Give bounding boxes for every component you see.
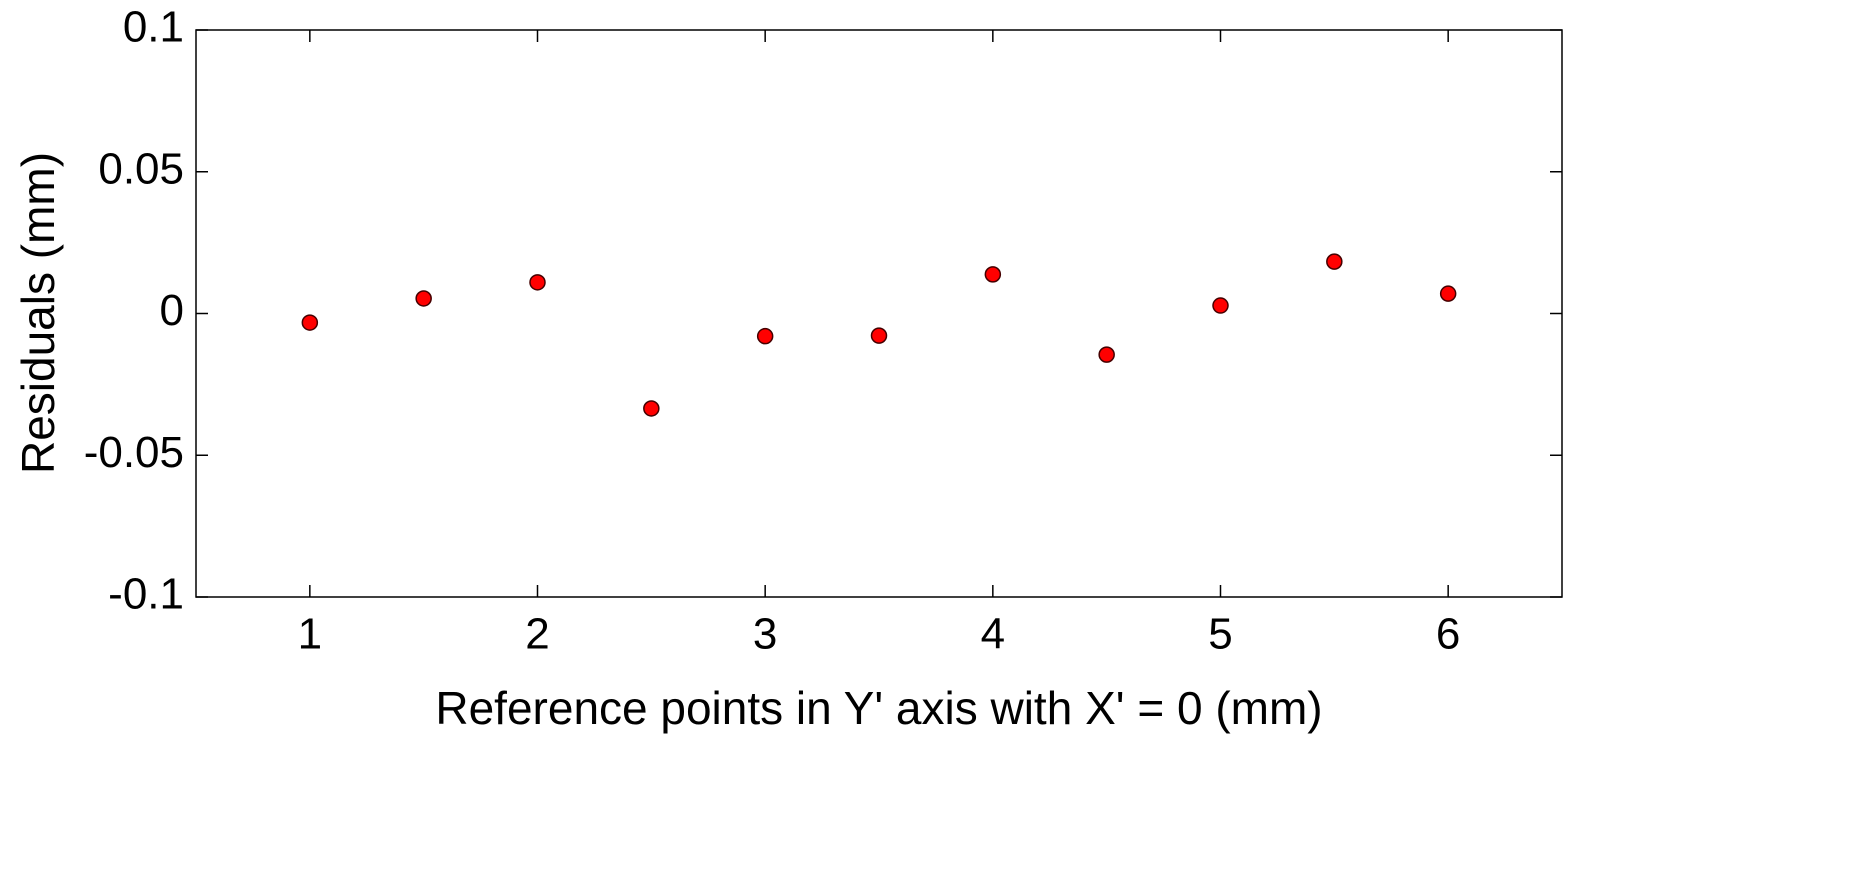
y-axis-label: Residuals (mm) <box>12 152 64 474</box>
y-tick-label: -0.1 <box>108 570 184 619</box>
x-tick-label: 1 <box>298 610 322 659</box>
point <box>870 327 888 344</box>
point <box>1439 285 1457 302</box>
y-tick-label: -0.05 <box>84 428 184 477</box>
x-tick-label: 3 <box>753 610 777 659</box>
y-tick-label: 0.1 <box>123 3 184 52</box>
y-tick-label: 0.05 <box>98 144 184 193</box>
point <box>643 400 660 417</box>
point <box>756 327 774 345</box>
plot-frame <box>195 29 1563 598</box>
point <box>1326 253 1343 270</box>
x-tick-label: 2 <box>525 610 549 659</box>
x-tick-label: 6 <box>1436 610 1460 659</box>
x-axis-label: Reference points in Y' axis with X' = 0 … <box>435 682 1322 734</box>
point <box>529 274 546 291</box>
point <box>1098 346 1115 363</box>
y-tick-label: 0 <box>160 286 184 335</box>
x-tick-label: 5 <box>1208 610 1232 659</box>
point <box>415 290 432 307</box>
point <box>301 314 319 331</box>
x-tick-label: 4 <box>981 610 1005 659</box>
point <box>984 266 1002 283</box>
point <box>1212 297 1229 314</box>
